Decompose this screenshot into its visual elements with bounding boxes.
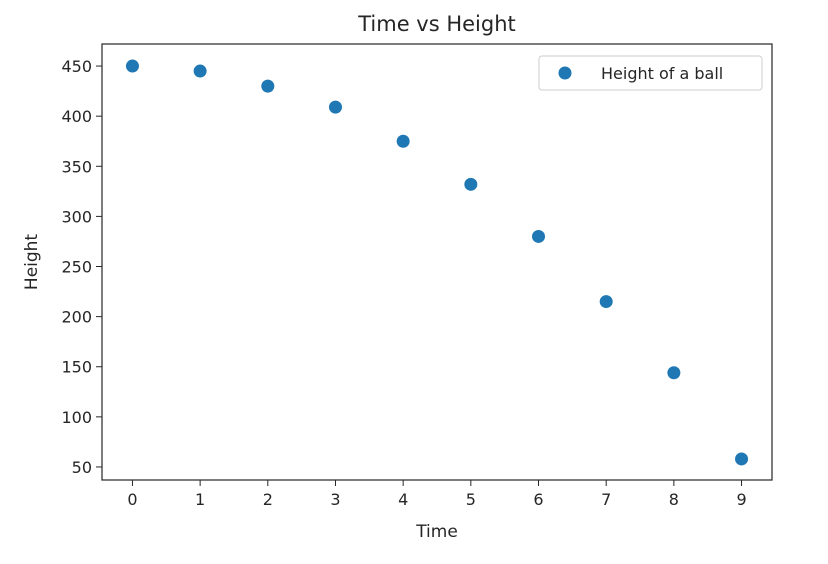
y-tick-label: 350 [61, 157, 92, 176]
data-points [125, 59, 749, 466]
data-point [667, 366, 681, 380]
data-point [396, 134, 410, 148]
x-tick-label: 6 [533, 490, 543, 509]
x-tick-label: 7 [601, 490, 611, 509]
y-tick-label: 50 [72, 458, 92, 477]
chart-title: Time vs Height [357, 12, 516, 36]
axes-frame [101, 43, 773, 481]
legend-marker [558, 66, 572, 80]
y-tick-label: 150 [61, 358, 92, 377]
y-tick-label: 300 [61, 207, 92, 226]
x-tick-label: 2 [263, 490, 273, 509]
y-axis-label: Height [22, 234, 42, 291]
legend-box [538, 55, 763, 91]
data-point [261, 79, 275, 93]
y-tick-label: 200 [61, 308, 92, 327]
data-point [599, 295, 613, 309]
x-tick-label: 8 [669, 490, 679, 509]
plot-area: 0 1 2 3 4 5 6 7 8 9 50 100 150 200 250 300 350 400 450 [61, 43, 773, 509]
legend: Height of a ball [538, 55, 763, 91]
x-tick-label: 0 [127, 490, 137, 509]
y-axis-ticks: 50 100 150 200 250 300 350 400 450 [61, 57, 102, 477]
x-tick-label: 4 [398, 490, 408, 509]
x-axis-ticks: 0 1 2 3 4 5 6 7 8 9 [127, 480, 747, 509]
legend-label: Height of a ball [601, 64, 723, 83]
x-tick-label: 9 [736, 490, 746, 509]
y-tick-label: 450 [61, 57, 92, 76]
y-tick-label: 250 [61, 258, 92, 277]
x-axis-label: Time [415, 522, 458, 542]
data-point [464, 177, 478, 191]
data-point [125, 59, 139, 73]
data-point [532, 229, 546, 243]
x-tick-label: 5 [466, 490, 476, 509]
data-point [735, 452, 749, 466]
x-tick-label: 1 [195, 490, 205, 509]
y-tick-label: 400 [61, 107, 92, 126]
data-point [328, 100, 342, 114]
data-point [193, 64, 207, 78]
x-tick-label: 3 [330, 490, 340, 509]
y-tick-label: 100 [61, 408, 92, 427]
